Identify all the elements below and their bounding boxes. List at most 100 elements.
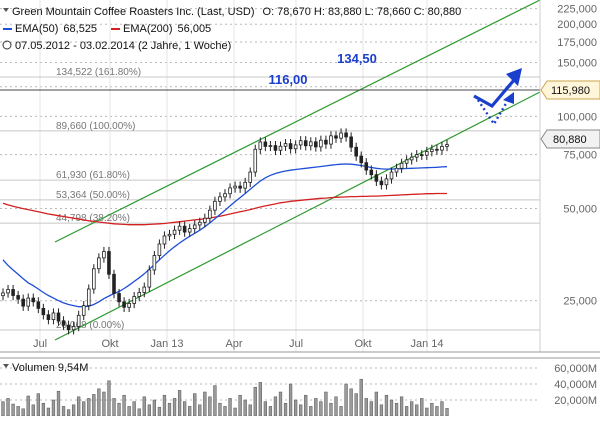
x-tick-label: Jul [33,338,47,350]
candle-body [349,136,353,148]
candle-body [6,289,10,294]
candle-body [419,154,424,157]
volume-bar [228,398,232,416]
candle-body [132,296,136,304]
chart-settings-icon[interactable] [3,8,9,12]
candle-body [51,312,56,320]
volume-bar [253,386,257,416]
candle-body [1,292,5,297]
volume-bar [344,383,348,416]
candle-body [137,292,142,297]
x-tick-label: Jan 14 [410,338,443,350]
candle-body [107,251,111,275]
candle-body [319,139,323,148]
price-tag-target-text: 115,980 [551,85,590,97]
candle-body [399,162,404,169]
candle-body [273,145,278,151]
candle-body [339,132,343,139]
fib-level-label: 89,660 (100.00%) [56,121,136,132]
chart-title: Green Mountain Coffee Roasters Inc. (Las… [12,6,461,18]
volume-bar [177,390,182,416]
candle-body [253,148,258,173]
volume-bar [182,401,187,416]
volume-bar [152,399,157,416]
candle-body [147,269,152,288]
candle-body [182,225,187,233]
volume-bar [127,406,131,416]
candle-body [228,187,232,195]
candle-body [298,140,303,146]
y-tick-label: 100,000 [557,111,597,123]
volume-bar [142,396,146,416]
volume-bar [394,402,399,416]
volume-bar [268,406,273,416]
fib-level-label: 134,522 (161.80%) [56,67,141,78]
candle-body [203,217,207,223]
candle-body [379,180,384,186]
y-tick-label: 200,000 [557,19,597,31]
candle-body [46,314,51,320]
volume-bar [334,396,338,416]
candle-body [31,297,36,303]
volume-bar [324,391,328,416]
volume-bar [263,401,268,416]
candle-body [233,185,237,189]
volume-bar [26,395,30,416]
candle-body [81,305,86,316]
volume-bar [273,396,278,416]
volume-bar [329,402,333,416]
volume-bar [97,388,101,416]
candle-body [283,143,288,147]
candle-body [359,155,364,164]
volume-bar [425,407,429,416]
y-tick-label: 50,000 [563,204,597,216]
candle-body [21,298,25,307]
volume-bar [435,406,439,416]
volume-bar [404,406,409,416]
candle-body [66,324,71,331]
candle-body [117,293,121,303]
candle-body [248,171,253,183]
candle-body [238,185,242,189]
candle-body [354,146,358,157]
candle-body [329,135,333,145]
price-tag-last-text: 80,880 [553,134,587,146]
volume-bar [132,401,136,416]
candle-body [430,148,434,152]
candle-body [71,326,76,331]
volume-bar [188,406,192,416]
volume-bar [293,399,298,416]
volume-settings-icon[interactable] [3,364,9,368]
candle-body [192,224,197,230]
candle-body [16,295,20,300]
volume-bar [208,396,212,416]
volume-tick-label: 40,000M [554,379,597,391]
volume-bar [369,401,373,416]
candle-body [26,297,31,307]
x-tick-label: Jul [289,338,303,350]
ema200-legend-label: EMA(200) 56,005 [123,23,211,35]
candle-body [293,144,298,150]
volume-tick-label: 60,000M [554,363,597,375]
volume-bar [379,404,384,416]
candle-body [389,171,394,180]
y-tick-label: 75,000 [563,150,597,162]
candle-body [425,151,429,156]
candle-body [278,145,283,151]
volume-bar [278,391,283,416]
volume-bar [304,394,308,416]
candle-body [369,169,374,176]
candle-body [152,255,157,271]
candle-body [258,141,263,150]
y-tick-label: 25,000 [563,296,597,308]
candle-body [414,154,419,158]
volume-bar [122,394,126,416]
volume-bar [218,402,222,416]
volume-bar [46,407,51,416]
volume-bar [440,401,444,416]
volume-bar [415,404,419,416]
volume-label: Volumen 9,54M [12,362,88,374]
projection-arrows [473,68,522,127]
